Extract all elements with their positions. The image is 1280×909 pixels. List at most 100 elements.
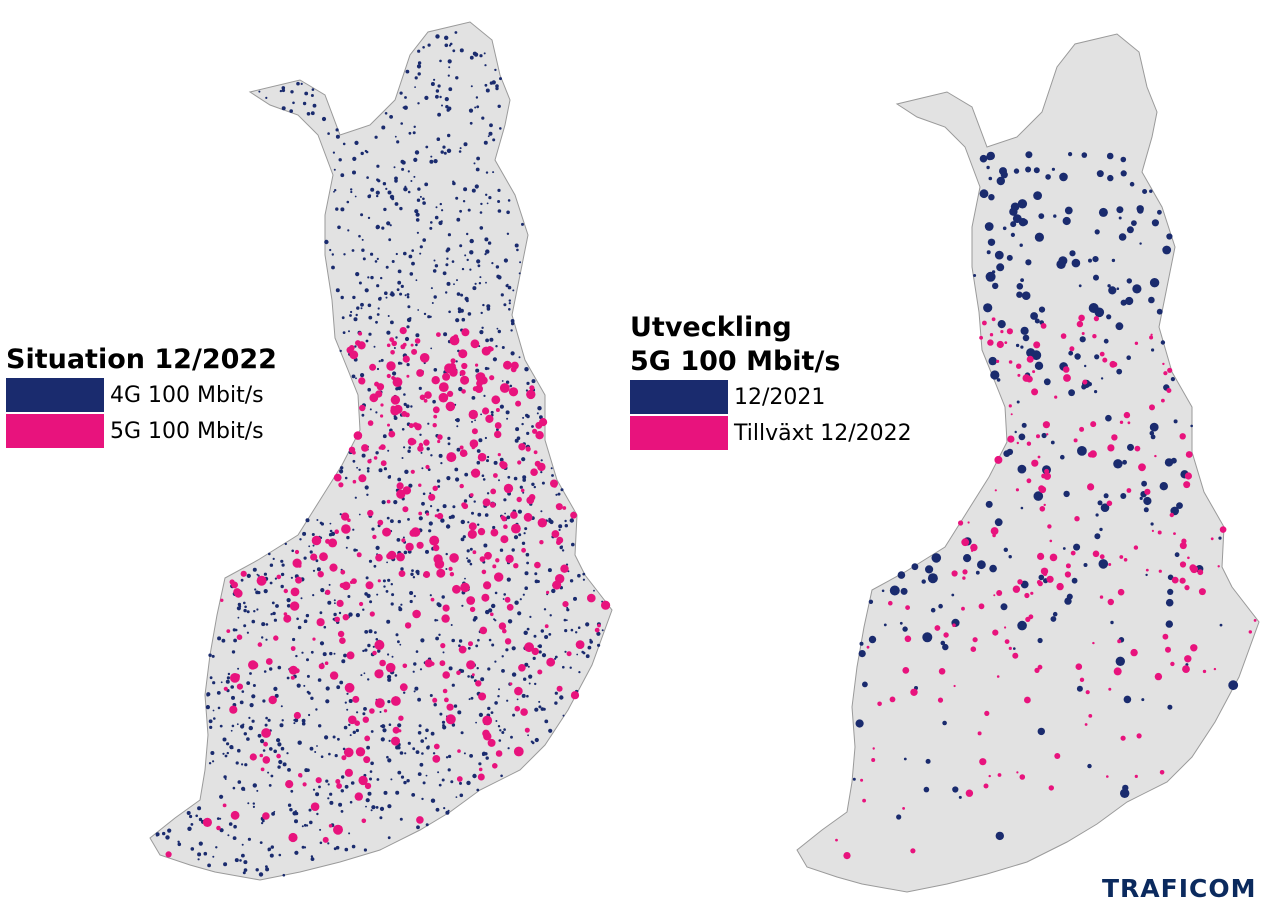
coverage-dot: [290, 646, 296, 651]
coverage-dot: [388, 475, 392, 478]
coverage-dot: [256, 608, 259, 611]
coverage-dot: [1068, 350, 1074, 356]
coverage-dot: [399, 751, 404, 755]
coverage-dot: [417, 697, 421, 702]
coverage-dot: [360, 373, 365, 378]
coverage-dot: [483, 581, 492, 590]
coverage-dot: [371, 527, 375, 531]
coverage-dot: [437, 439, 441, 444]
coverage-dot: [527, 734, 529, 737]
coverage-dot: [1049, 553, 1058, 562]
coverage-dot: [491, 262, 494, 265]
coverage-dot: [508, 308, 511, 311]
coverage-dot: [265, 658, 273, 665]
coverage-dot: [273, 686, 278, 692]
right-legend: Utveckling 5G 100 Mbit/s 12/2021 Tillväx…: [630, 311, 912, 451]
coverage-dot: [532, 656, 536, 661]
coverage-dot: [1184, 472, 1192, 480]
coverage-dot: [531, 482, 535, 486]
coverage-dot: [466, 557, 469, 560]
coverage-dot: [1111, 258, 1116, 263]
coverage-dot: [1048, 785, 1054, 791]
coverage-dot: [464, 254, 467, 257]
coverage-dot: [310, 111, 315, 116]
coverage-dot: [463, 499, 468, 503]
coverage-dot: [495, 345, 498, 348]
coverage-dot: [432, 399, 436, 404]
coverage-dot: [268, 695, 277, 705]
coverage-dot: [564, 524, 568, 528]
coverage-dot: [262, 699, 266, 703]
coverage-dot: [469, 238, 474, 244]
coverage-dot: [483, 543, 488, 548]
coverage-dot: [393, 347, 396, 349]
coverage-dot: [507, 285, 512, 290]
coverage-dot: [339, 637, 346, 644]
coverage-dot: [281, 106, 286, 111]
coverage-dot: [320, 755, 324, 758]
coverage-dot: [331, 253, 334, 256]
coverage-dot: [995, 831, 1004, 841]
coverage-dot: [566, 608, 570, 612]
coverage-dot: [240, 570, 247, 577]
coverage-dot: [219, 828, 224, 833]
coverage-dot: [430, 221, 433, 224]
right-5g-growth-coverage: [835, 314, 1257, 860]
coverage-dot: [475, 721, 477, 724]
coverage-dot: [1069, 346, 1075, 352]
coverage-dot: [358, 331, 363, 336]
coverage-dot: [1047, 524, 1052, 529]
coverage-dot: [896, 814, 902, 820]
coverage-dot: [262, 812, 270, 820]
coverage-dot: [334, 529, 340, 534]
coverage-dot: [506, 417, 509, 420]
coverage-dot: [445, 524, 451, 529]
coverage-dot: [1179, 577, 1186, 584]
coverage-dot: [317, 678, 322, 682]
coverage-dot: [320, 588, 325, 593]
coverage-dot: [925, 565, 934, 574]
coverage-dot: [342, 747, 346, 751]
coverage-dot: [523, 630, 528, 635]
coverage-dot: [406, 325, 410, 329]
coverage-dot: [1033, 191, 1042, 201]
coverage-dot: [476, 449, 481, 453]
coverage-dot: [343, 725, 348, 730]
coverage-dot: [287, 803, 292, 807]
coverage-dot: [237, 748, 241, 753]
coverage-dot: [417, 309, 420, 311]
coverage-dot: [387, 677, 392, 682]
coverage-dot: [396, 489, 406, 499]
coverage-dot: [480, 311, 483, 315]
coverage-dot: [294, 819, 298, 824]
coverage-dot: [534, 682, 537, 686]
coverage-dot: [521, 693, 526, 698]
coverage-dot: [306, 674, 310, 678]
coverage-dot: [325, 779, 329, 783]
coverage-dot: [503, 258, 508, 263]
coverage-dot: [333, 652, 336, 655]
coverage-dot: [442, 671, 451, 679]
coverage-dot: [324, 735, 329, 740]
coverage-dot: [349, 800, 353, 804]
coverage-dot: [344, 768, 353, 777]
coverage-dot: [265, 623, 269, 626]
coverage-dot: [329, 529, 333, 533]
coverage-dot: [419, 668, 423, 671]
coverage-dot: [381, 125, 386, 130]
coverage-dot: [544, 635, 549, 639]
coverage-dot: [556, 685, 563, 692]
coverage-dot: [1092, 641, 1095, 645]
coverage-dot: [479, 556, 486, 562]
coverage-dot: [310, 553, 318, 561]
coverage-dot: [562, 665, 565, 669]
coverage-dot: [293, 711, 301, 720]
coverage-dot: [486, 492, 490, 495]
coverage-dot: [503, 593, 507, 596]
coverage-dot: [403, 446, 406, 449]
coverage-dot: [438, 783, 442, 787]
coverage-dot: [430, 347, 433, 350]
coverage-dot: [961, 606, 965, 611]
coverage-dot: [468, 641, 473, 647]
coverage-dot: [257, 733, 262, 738]
